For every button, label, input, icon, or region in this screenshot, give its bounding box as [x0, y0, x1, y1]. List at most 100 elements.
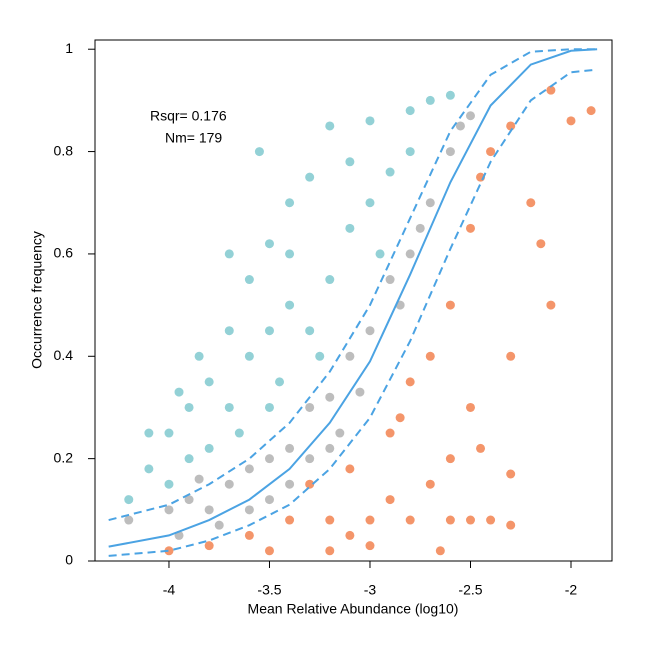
- point: [526, 198, 536, 208]
- point: [335, 428, 345, 438]
- point: [285, 479, 295, 489]
- annotation: Rsqr= 0.176: [150, 108, 227, 124]
- point: [465, 223, 475, 233]
- point: [405, 106, 415, 116]
- point: [445, 515, 455, 525]
- point: [285, 443, 295, 453]
- point: [264, 402, 274, 412]
- x-tick-label: -2: [565, 582, 578, 598]
- point: [546, 85, 556, 95]
- point: [264, 454, 274, 464]
- point: [214, 520, 224, 530]
- point: [194, 474, 204, 484]
- point: [405, 249, 415, 259]
- point: [204, 505, 214, 515]
- point: [264, 326, 274, 336]
- point: [566, 116, 576, 126]
- point: [385, 275, 395, 285]
- y-tick-label: 0: [65, 552, 73, 568]
- point: [264, 239, 274, 249]
- point: [285, 515, 295, 525]
- point: [224, 402, 234, 412]
- point: [405, 515, 415, 525]
- point: [164, 546, 174, 556]
- point: [234, 428, 244, 438]
- point: [345, 464, 355, 474]
- point: [445, 454, 455, 464]
- point: [224, 326, 234, 336]
- point: [184, 495, 194, 505]
- point: [395, 413, 405, 423]
- point: [425, 351, 435, 361]
- point: [506, 121, 516, 131]
- point: [194, 351, 204, 361]
- point: [405, 377, 415, 387]
- point: [476, 443, 486, 453]
- point: [325, 546, 335, 556]
- point: [325, 392, 335, 402]
- point: [315, 351, 325, 361]
- point: [345, 351, 355, 361]
- point: [385, 428, 395, 438]
- point: [204, 443, 214, 453]
- x-tick-label: -3.5: [257, 582, 281, 598]
- point: [164, 505, 174, 515]
- point: [285, 300, 295, 310]
- point: [164, 428, 174, 438]
- point: [184, 402, 194, 412]
- point: [506, 469, 516, 479]
- point: [254, 147, 264, 157]
- point: [365, 116, 375, 126]
- point: [365, 198, 375, 208]
- point: [455, 121, 465, 131]
- point: [275, 377, 285, 387]
- point: [425, 479, 435, 489]
- point: [325, 515, 335, 525]
- y-tick-label: 0.4: [54, 347, 74, 363]
- point: [124, 515, 134, 525]
- point: [506, 520, 516, 530]
- annotation: Nm= 179: [165, 130, 222, 146]
- point: [586, 106, 596, 116]
- point: [325, 121, 335, 131]
- point: [305, 326, 315, 336]
- x-tick-label: -2.5: [458, 582, 482, 598]
- point: [465, 402, 475, 412]
- point: [184, 454, 194, 464]
- point: [144, 428, 154, 438]
- point: [465, 111, 475, 121]
- point: [204, 377, 214, 387]
- point: [325, 275, 335, 285]
- fit-line: [108, 48, 598, 548]
- point: [445, 90, 455, 100]
- point: [164, 479, 174, 489]
- point: [244, 530, 254, 540]
- x-axis-label: Mean Relative Abundance (log10): [248, 601, 459, 617]
- point: [305, 172, 315, 182]
- point: [204, 541, 214, 551]
- point: [144, 464, 154, 474]
- point: [536, 239, 546, 249]
- point: [355, 387, 365, 397]
- point: [425, 198, 435, 208]
- point: [305, 454, 315, 464]
- point: [465, 515, 475, 525]
- plot-frame: [94, 39, 613, 562]
- point: [174, 387, 184, 397]
- point: [285, 249, 295, 259]
- point: [345, 223, 355, 233]
- x-tick-label: -4: [163, 582, 176, 598]
- point: [244, 351, 254, 361]
- point: [435, 546, 445, 556]
- point: [305, 402, 315, 412]
- x-tick-label: -3: [364, 582, 377, 598]
- y-tick-label: 0.2: [54, 449, 74, 465]
- point: [425, 95, 435, 105]
- y-tick-label: 0.6: [54, 245, 74, 261]
- point: [264, 546, 274, 556]
- point: [415, 223, 425, 233]
- point: [405, 147, 415, 157]
- point: [365, 541, 375, 551]
